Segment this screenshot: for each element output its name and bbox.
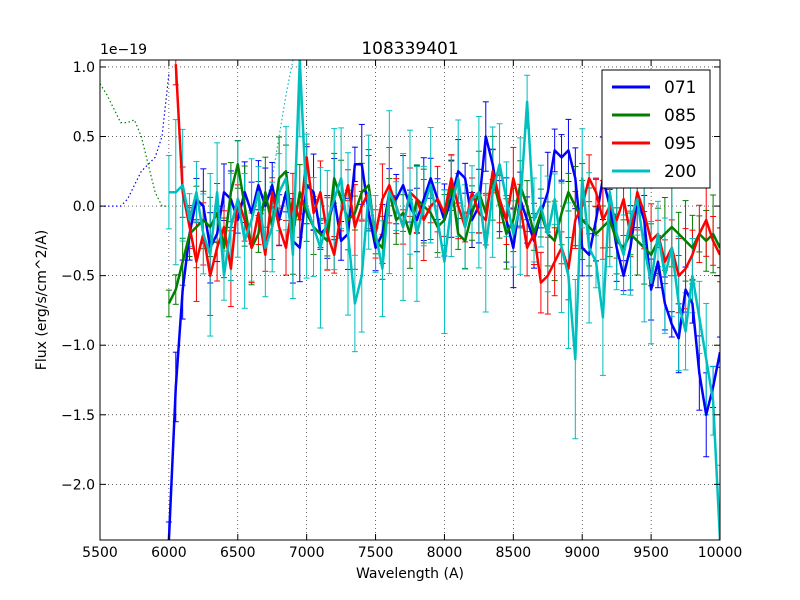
y-tick-label: 0.5 xyxy=(73,130,95,146)
y-tick-label: −0.5 xyxy=(61,269,95,285)
series-lines xyxy=(100,60,720,540)
x-tick-label: 9000 xyxy=(564,545,600,561)
legend-label-085: 085 xyxy=(664,106,696,126)
series-200-line xyxy=(168,60,720,540)
series-071-dotted xyxy=(100,73,170,207)
legend-label-071: 071 xyxy=(664,78,696,98)
y-tick-label: −1.0 xyxy=(61,338,95,354)
chart-title: 108339401 xyxy=(361,39,458,59)
x-axis-label: Wavelength (A) xyxy=(356,566,464,582)
legend: 071 085 095 200 xyxy=(601,69,711,189)
legend-box xyxy=(601,69,711,189)
x-tick-label: 7000 xyxy=(289,545,325,561)
x-tick-label: 8000 xyxy=(427,545,463,561)
y-tick-label: −2.0 xyxy=(61,477,95,493)
y-offset-label: 1e−19 xyxy=(100,42,147,58)
series-085-dotted xyxy=(100,83,169,207)
y-tick-label: −1.5 xyxy=(61,408,95,424)
x-tick-label: 10000 xyxy=(698,545,743,561)
x-tick-label: 9500 xyxy=(633,545,669,561)
y-tick-label: 0.0 xyxy=(73,199,95,215)
legend-label-200: 200 xyxy=(664,162,696,182)
x-tick-label: 7500 xyxy=(358,545,394,561)
x-tick-label: 5500 xyxy=(82,545,118,561)
x-tick-label: 6500 xyxy=(220,545,256,561)
x-tick-label: 6000 xyxy=(151,545,187,561)
axis-ticks: 5500 6000 6500 7000 7500 8000 8500 9000 9500 1000… xyxy=(61,60,742,561)
plot-frame xyxy=(99,59,721,541)
y-tick-label: 1.0 xyxy=(73,60,95,76)
y-axis-label: Flux (erg/s/cm^2/A) xyxy=(34,230,50,370)
x-tick-label: 8500 xyxy=(496,545,532,561)
legend-label-095: 095 xyxy=(664,134,696,154)
